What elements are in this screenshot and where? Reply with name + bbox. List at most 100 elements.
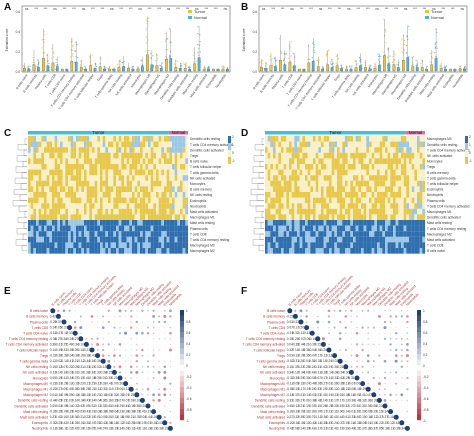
heatmap-cell: [401, 203, 404, 209]
dendrogram-branch: [18, 205, 27, 212]
heatmap-cell: [84, 180, 87, 187]
heatmap-cell: [369, 141, 372, 148]
heatmap-cell: [121, 231, 125, 237]
heatmap-cell: [305, 141, 308, 148]
row-label: T cells CD4 memory activated: [190, 143, 233, 147]
x-tick-label: Tregs: [96, 73, 104, 82]
correlation-circle: [373, 310, 375, 312]
heatmap-cell: [318, 197, 322, 204]
diagonal-circle: [354, 375, 360, 381]
correlation-value: -0.39: [303, 426, 310, 430]
heatmap-cell: [310, 180, 314, 187]
row-label: T cells CD4 memory resting: [427, 227, 466, 231]
heatmap-cell: [89, 214, 93, 221]
data-point-tumor: [439, 64, 441, 66]
correlation-value: -0.10: [72, 393, 79, 397]
heatmap-cell: [275, 175, 279, 181]
heatmap-cell: [36, 169, 39, 176]
heatmap-cell: [134, 236, 138, 243]
heatmap-cell: [134, 180, 138, 187]
correlation-circle: [339, 315, 341, 317]
correlation-value: 0.29: [359, 410, 365, 414]
heatmap-cell: [345, 164, 348, 170]
correlation-value: 0.07: [111, 382, 117, 386]
heatmap-cell: [126, 186, 130, 193]
heatmap-cell: [73, 158, 77, 165]
correlation-circle: [317, 332, 319, 334]
dendrogram-branch: [19, 194, 27, 201]
correlation-value: 0.19: [89, 415, 95, 419]
heatmap-cell: [33, 186, 37, 193]
heatmap-cell: [30, 152, 34, 159]
heatmap-cell: [403, 197, 407, 204]
heatmap-cell: [142, 136, 146, 142]
heatmap-cell: [379, 152, 383, 159]
heatmap-cell: [331, 203, 335, 209]
correlation-circle: [163, 314, 167, 318]
correlation-value: -0.43: [83, 398, 90, 402]
heatmap-cell: [278, 236, 282, 243]
heatmap-cell: [86, 208, 90, 215]
heatmap-cell: [177, 236, 181, 243]
heatmap-cell: [347, 141, 351, 148]
heatmap-cell: [113, 169, 117, 176]
heatmap-cell: [121, 169, 125, 176]
heatmap-cell: [76, 152, 79, 159]
heatmap-cell: [52, 242, 55, 249]
heatmap-cell: [275, 180, 279, 187]
heatmap-cell: [289, 175, 292, 181]
heatmap-cell: [30, 236, 34, 243]
correlation-value: 0.36: [331, 382, 337, 386]
heatmap-cell: [92, 197, 95, 204]
correlation-value: -0.14: [314, 421, 321, 425]
heatmap-cell: [419, 180, 423, 187]
heatmap-cell: [68, 186, 71, 193]
heatmap-cell: [153, 164, 157, 170]
correlation-value: 0.16: [106, 398, 112, 402]
correlation-circle: [135, 370, 139, 374]
heatmap-cell: [379, 236, 383, 243]
data-point-tumor: [325, 63, 327, 65]
heatmap-cell: [395, 175, 399, 181]
correlation-value: -0.18: [83, 354, 90, 358]
heatmap-cell: [62, 175, 66, 181]
heatmap-cell: [310, 242, 314, 249]
heatmap-cell: [161, 248, 165, 254]
heatmap-cell: [145, 186, 149, 193]
diagonal-circle: [304, 325, 310, 331]
heatmap-cell: [124, 225, 127, 232]
data-point-tumor: [335, 62, 337, 64]
heatmap-cell: [182, 169, 186, 176]
heatmap-cell: [126, 192, 130, 198]
heatmap-cell: [105, 248, 109, 254]
heatmap-cell: [286, 186, 290, 193]
heatmap-cell: [305, 231, 308, 237]
correlation-value: 0.16: [287, 410, 293, 414]
heatmap-cell: [310, 214, 314, 221]
data-point-tumor: [429, 52, 431, 55]
heatmap-cell: [148, 248, 151, 254]
dendrogram-branch: [23, 149, 27, 156]
correlation-circle: [389, 393, 392, 397]
correlation-value: 0.05: [61, 387, 67, 391]
correlation-value: -0.26: [320, 370, 327, 374]
correlation-circle: [338, 337, 342, 341]
data-point-tumor: [271, 63, 273, 65]
heatmap-cell: [174, 186, 178, 193]
correlation-circle: [119, 360, 121, 362]
correlation-circle: [152, 376, 155, 380]
heatmap-cell: [38, 225, 42, 232]
heatmap-cell: [108, 180, 111, 187]
heatmap-cell: [318, 214, 322, 221]
correlation-value: 0.36: [72, 415, 78, 419]
heatmap-cell: [289, 231, 292, 237]
box-normal: [188, 68, 192, 72]
heatmap-cell: [326, 152, 330, 159]
heatmap-cell: [52, 164, 55, 170]
heatmap-cell: [286, 242, 290, 249]
heatmap-cell: [108, 136, 111, 142]
row-label: Dendritic cells resting: [190, 137, 221, 141]
heatmap-cell: [84, 136, 87, 142]
row-label: Macrophages M2: [427, 232, 452, 236]
heatmap-cell: [323, 147, 327, 153]
